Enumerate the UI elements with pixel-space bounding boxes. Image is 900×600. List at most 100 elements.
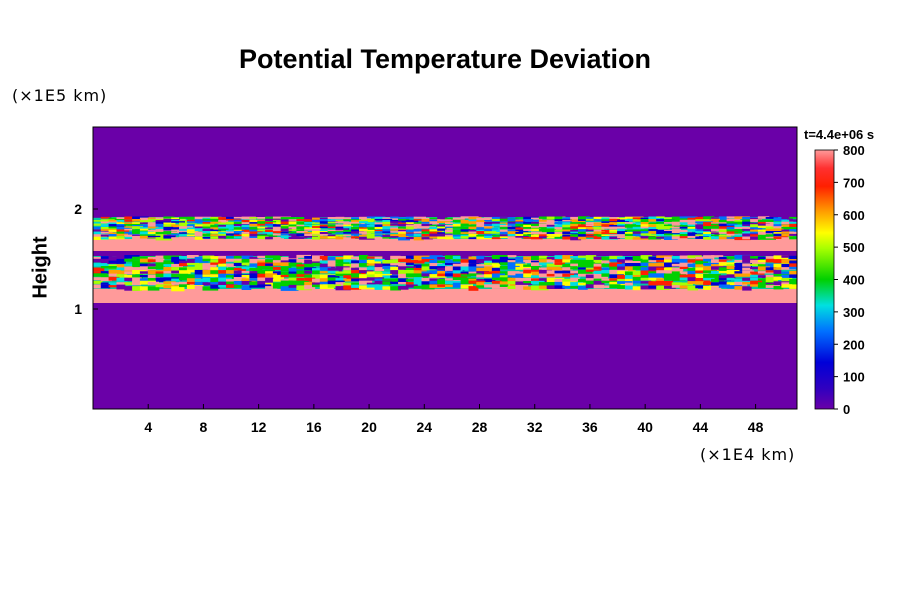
heatmap-cell xyxy=(585,262,596,267)
heatmap-cell xyxy=(218,224,228,228)
heatmap-cell xyxy=(241,224,256,228)
heatmap-cell xyxy=(312,278,324,284)
heatmap-cell xyxy=(452,284,462,287)
heatmap-cell xyxy=(445,217,458,220)
heatmap-cell xyxy=(609,284,621,289)
heatmap-cell xyxy=(789,279,797,282)
heatmap-cell xyxy=(718,259,733,262)
heatmap-cell xyxy=(147,234,159,237)
heatmap-cell xyxy=(750,274,760,278)
heatmap-cell xyxy=(609,231,619,234)
heatmap-cell xyxy=(296,236,308,239)
heatmap-cell xyxy=(679,236,694,239)
heatmap-cell xyxy=(257,219,270,223)
heatmap-cell xyxy=(390,275,402,278)
heatmap-cell xyxy=(405,232,422,234)
heatmap-cell xyxy=(124,226,139,228)
heatmap-cell xyxy=(304,285,316,290)
heatmap-cell xyxy=(280,280,293,285)
heatmap-cell xyxy=(116,226,130,230)
heatmap-cell xyxy=(233,270,242,275)
heatmap-cell xyxy=(327,284,341,288)
heatmap-cell xyxy=(390,219,409,223)
heatmap-cell xyxy=(773,273,789,277)
heatmap-cell xyxy=(671,271,681,274)
heatmap-cell xyxy=(288,231,303,234)
heatmap-cell xyxy=(210,236,224,239)
heatmap-cell xyxy=(124,258,133,262)
heatmap-cell xyxy=(491,263,501,268)
heatmap-cell xyxy=(750,277,762,283)
heatmap-cell xyxy=(765,236,780,239)
heatmap-cell xyxy=(179,228,194,231)
heatmap-cell xyxy=(179,226,193,230)
heatmap-cell xyxy=(687,235,699,239)
heatmap-cell xyxy=(593,259,602,263)
heatmap-cell xyxy=(554,227,569,230)
heatmap-cell xyxy=(765,223,779,228)
heatmap-cell xyxy=(359,219,374,223)
heatmap-cell xyxy=(523,273,532,278)
heatmap-cell xyxy=(179,256,192,259)
heatmap-cell xyxy=(132,277,142,283)
heatmap-cell xyxy=(343,226,353,229)
heatmap-cell xyxy=(288,236,305,239)
heatmap-cell xyxy=(359,278,371,281)
colorbar-tick-label: 0 xyxy=(843,402,850,417)
heatmap-cell xyxy=(405,233,418,236)
heatmap-cell xyxy=(319,278,335,283)
heatmap-cell xyxy=(335,228,349,231)
heatmap-cell xyxy=(116,255,129,260)
heatmap-cell xyxy=(593,222,610,225)
heatmap-cell xyxy=(296,219,311,222)
heatmap-cell xyxy=(624,229,639,232)
heatmap-cell xyxy=(398,258,412,262)
heatmap-cell xyxy=(476,236,492,240)
heatmap-cell xyxy=(562,219,576,223)
heatmap-cell xyxy=(163,234,176,238)
heatmap-cell xyxy=(711,234,726,236)
heatmap-cell xyxy=(186,274,195,279)
heatmap-cell xyxy=(233,216,245,219)
heatmap-cell xyxy=(656,280,674,284)
heatmap-cell xyxy=(648,256,667,261)
heatmap-cell xyxy=(288,224,304,227)
heatmap-cell xyxy=(601,234,612,236)
x-tick-label: 12 xyxy=(251,419,267,435)
heatmap-cell xyxy=(163,222,176,226)
heatmap-cell xyxy=(218,228,229,231)
heatmap-cell xyxy=(554,259,570,263)
heatmap-cell xyxy=(280,233,295,236)
heatmap-cell xyxy=(601,270,617,274)
heatmap-cell xyxy=(413,228,429,231)
heatmap-cell xyxy=(108,232,118,235)
heatmap-cell xyxy=(366,218,377,222)
heatmap-cell xyxy=(218,235,227,239)
heatmap-cell xyxy=(343,234,354,237)
heatmap-cell xyxy=(374,271,387,275)
y-axis-unit: (×1E5 km) xyxy=(12,86,108,105)
heatmap-cell xyxy=(695,216,711,221)
heatmap-cell xyxy=(93,284,108,289)
heatmap-cell xyxy=(515,229,529,232)
heatmap-cell xyxy=(742,226,751,230)
heatmap-cell xyxy=(695,278,710,282)
heatmap-cell xyxy=(163,231,177,234)
heatmap-cell xyxy=(304,263,314,268)
heatmap-cell xyxy=(226,263,236,267)
heatmap-cell xyxy=(554,278,566,284)
heatmap-cell xyxy=(288,229,301,231)
heatmap-cell xyxy=(171,278,181,282)
heatmap-cell xyxy=(398,286,409,290)
heatmap-cell xyxy=(139,278,154,282)
heatmap-cell xyxy=(468,259,479,264)
heatmap-cell xyxy=(437,226,453,230)
heatmap-cell xyxy=(124,222,136,225)
heatmap-cell xyxy=(648,224,658,228)
heatmap-cell xyxy=(554,255,565,260)
heatmap-cell xyxy=(139,220,153,223)
heatmap-cell xyxy=(789,233,797,236)
heatmap-cell xyxy=(218,266,228,270)
heatmap-cell xyxy=(265,255,280,258)
heatmap-cell xyxy=(640,281,653,284)
